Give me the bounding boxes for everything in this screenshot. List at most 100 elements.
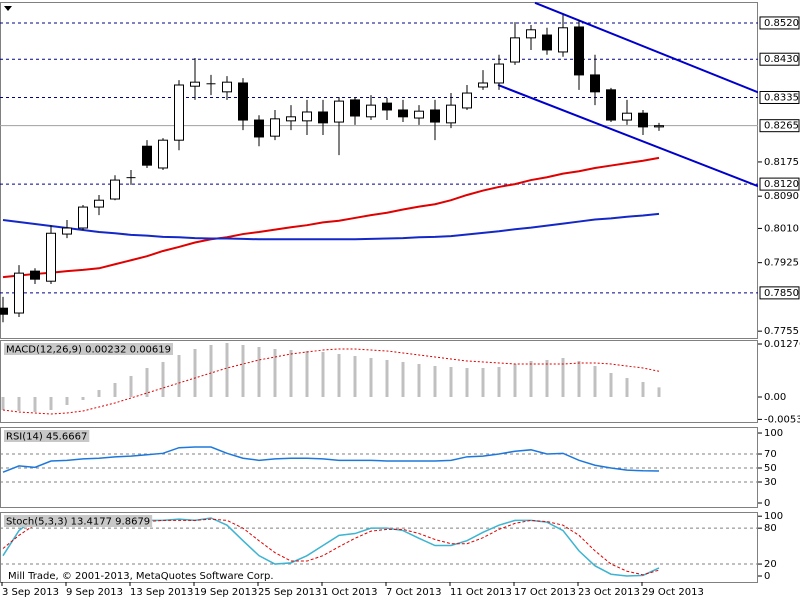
plot-area <box>0 1 758 577</box>
candle-body <box>574 26 584 76</box>
macd-bar <box>193 348 197 397</box>
candle-body <box>398 109 408 118</box>
x-tick-label: 25 Sep 2013 <box>258 587 321 598</box>
indicator-title-bg <box>4 430 90 442</box>
level-label: 0.8430 <box>764 54 799 65</box>
macd-bar <box>81 396 85 400</box>
candle-body <box>494 63 504 84</box>
y-tick-label: 0.01276 <box>764 339 800 350</box>
x-tick-label: 9 Sep 2013 <box>66 587 123 598</box>
candle-body <box>446 104 456 124</box>
y-tick-label: 0 <box>764 571 770 582</box>
macd-bar <box>289 350 293 397</box>
macd-bar <box>433 366 437 397</box>
macd-bar <box>417 364 421 397</box>
x-tick-label: 19 Sep 2013 <box>194 587 257 598</box>
macd-bar <box>481 367 485 397</box>
level-label: 0.7850 <box>764 288 799 299</box>
macd-bar <box>177 354 181 397</box>
level-label-box <box>759 16 800 30</box>
macd-bar <box>241 344 245 397</box>
macd-bar <box>353 355 357 397</box>
macd-bar <box>257 346 261 397</box>
x-tick-label: 1 Oct 2013 <box>322 587 377 598</box>
candle-body <box>462 92 472 109</box>
candle-body <box>78 206 88 229</box>
y-tick-label: 0 <box>764 498 770 509</box>
indicator-title-bg <box>4 515 153 527</box>
candle-body <box>238 82 248 121</box>
candle-body <box>0 307 8 315</box>
y-tick-label: 20 <box>764 559 777 570</box>
candle-body <box>286 116 296 122</box>
candle-body <box>366 104 376 118</box>
macd-bar <box>625 378 629 397</box>
candle-body <box>318 111 328 124</box>
candle-body <box>254 119 264 138</box>
macd-bar <box>113 382 117 397</box>
indicator-line <box>2 515 660 576</box>
y-tick-label: 0.7755 <box>764 326 799 337</box>
candle-body <box>110 179 120 200</box>
macd-bar <box>273 348 277 397</box>
candle-body <box>334 100 344 123</box>
candle-body <box>302 111 312 122</box>
candle-body <box>222 81 232 93</box>
candle-body <box>142 145 152 166</box>
moving-average <box>2 156 660 279</box>
indicator-title: MACD(12,26,9) 0.00232 0.00619 <box>6 345 171 356</box>
macd-bar <box>65 396 69 406</box>
candle-body <box>654 125 664 128</box>
candle-body <box>430 109 440 123</box>
x-tick-label: 7 Oct 2013 <box>386 587 441 598</box>
macd-bar <box>321 352 325 397</box>
macd-bar <box>225 342 229 397</box>
level-label: 0.8120 <box>764 179 799 190</box>
candle-body <box>94 199 104 208</box>
macd-bar <box>161 361 165 397</box>
macd-bar <box>497 367 501 397</box>
macd-bar <box>529 360 533 397</box>
macd-bar <box>545 359 549 397</box>
macd-bar <box>465 367 469 397</box>
indicator-title-bg <box>4 343 174 355</box>
trendline <box>534 1 758 94</box>
macd-bar <box>641 381 645 397</box>
macd-bar <box>513 364 517 397</box>
level-label: 0.8520 <box>764 18 799 29</box>
macd-bar <box>561 357 565 397</box>
x-tick-label: 23 Oct 2013 <box>578 587 640 598</box>
macd-panel <box>0 340 758 423</box>
candle-body <box>414 110 424 119</box>
x-tick-label: 29 Oct 2013 <box>642 587 704 598</box>
macd-bar <box>449 367 453 397</box>
macd-bar <box>1 396 5 410</box>
macd-bar <box>97 389 101 397</box>
candle-body <box>62 227 72 235</box>
main-panel <box>0 2 758 339</box>
macd-bar <box>385 359 389 397</box>
candle-body <box>606 89 616 121</box>
rsi-panel <box>0 427 758 508</box>
macd-bar <box>401 361 405 397</box>
menu-arrow <box>4 6 12 11</box>
candle-body <box>526 29 536 39</box>
x-tick-label: 11 Oct 2013 <box>450 587 512 598</box>
macd-bar <box>17 396 21 411</box>
y-tick-label: 0.00 <box>764 392 786 403</box>
y-tick-label: 0.7925 <box>764 258 799 269</box>
x-tick-label: 3 Sep 2013 <box>2 587 59 598</box>
candle-body <box>14 272 24 314</box>
candle-body <box>622 112 632 121</box>
candle-body <box>558 27 568 53</box>
macd-bar <box>609 372 613 397</box>
candle-body <box>350 99 360 117</box>
y-tick-label: 30 <box>764 477 777 488</box>
y-tick-label: 100 <box>764 511 783 522</box>
candle-body <box>174 84 184 141</box>
candle-body <box>542 34 552 51</box>
candle-body <box>30 270 40 280</box>
stoch-panel <box>0 512 758 583</box>
